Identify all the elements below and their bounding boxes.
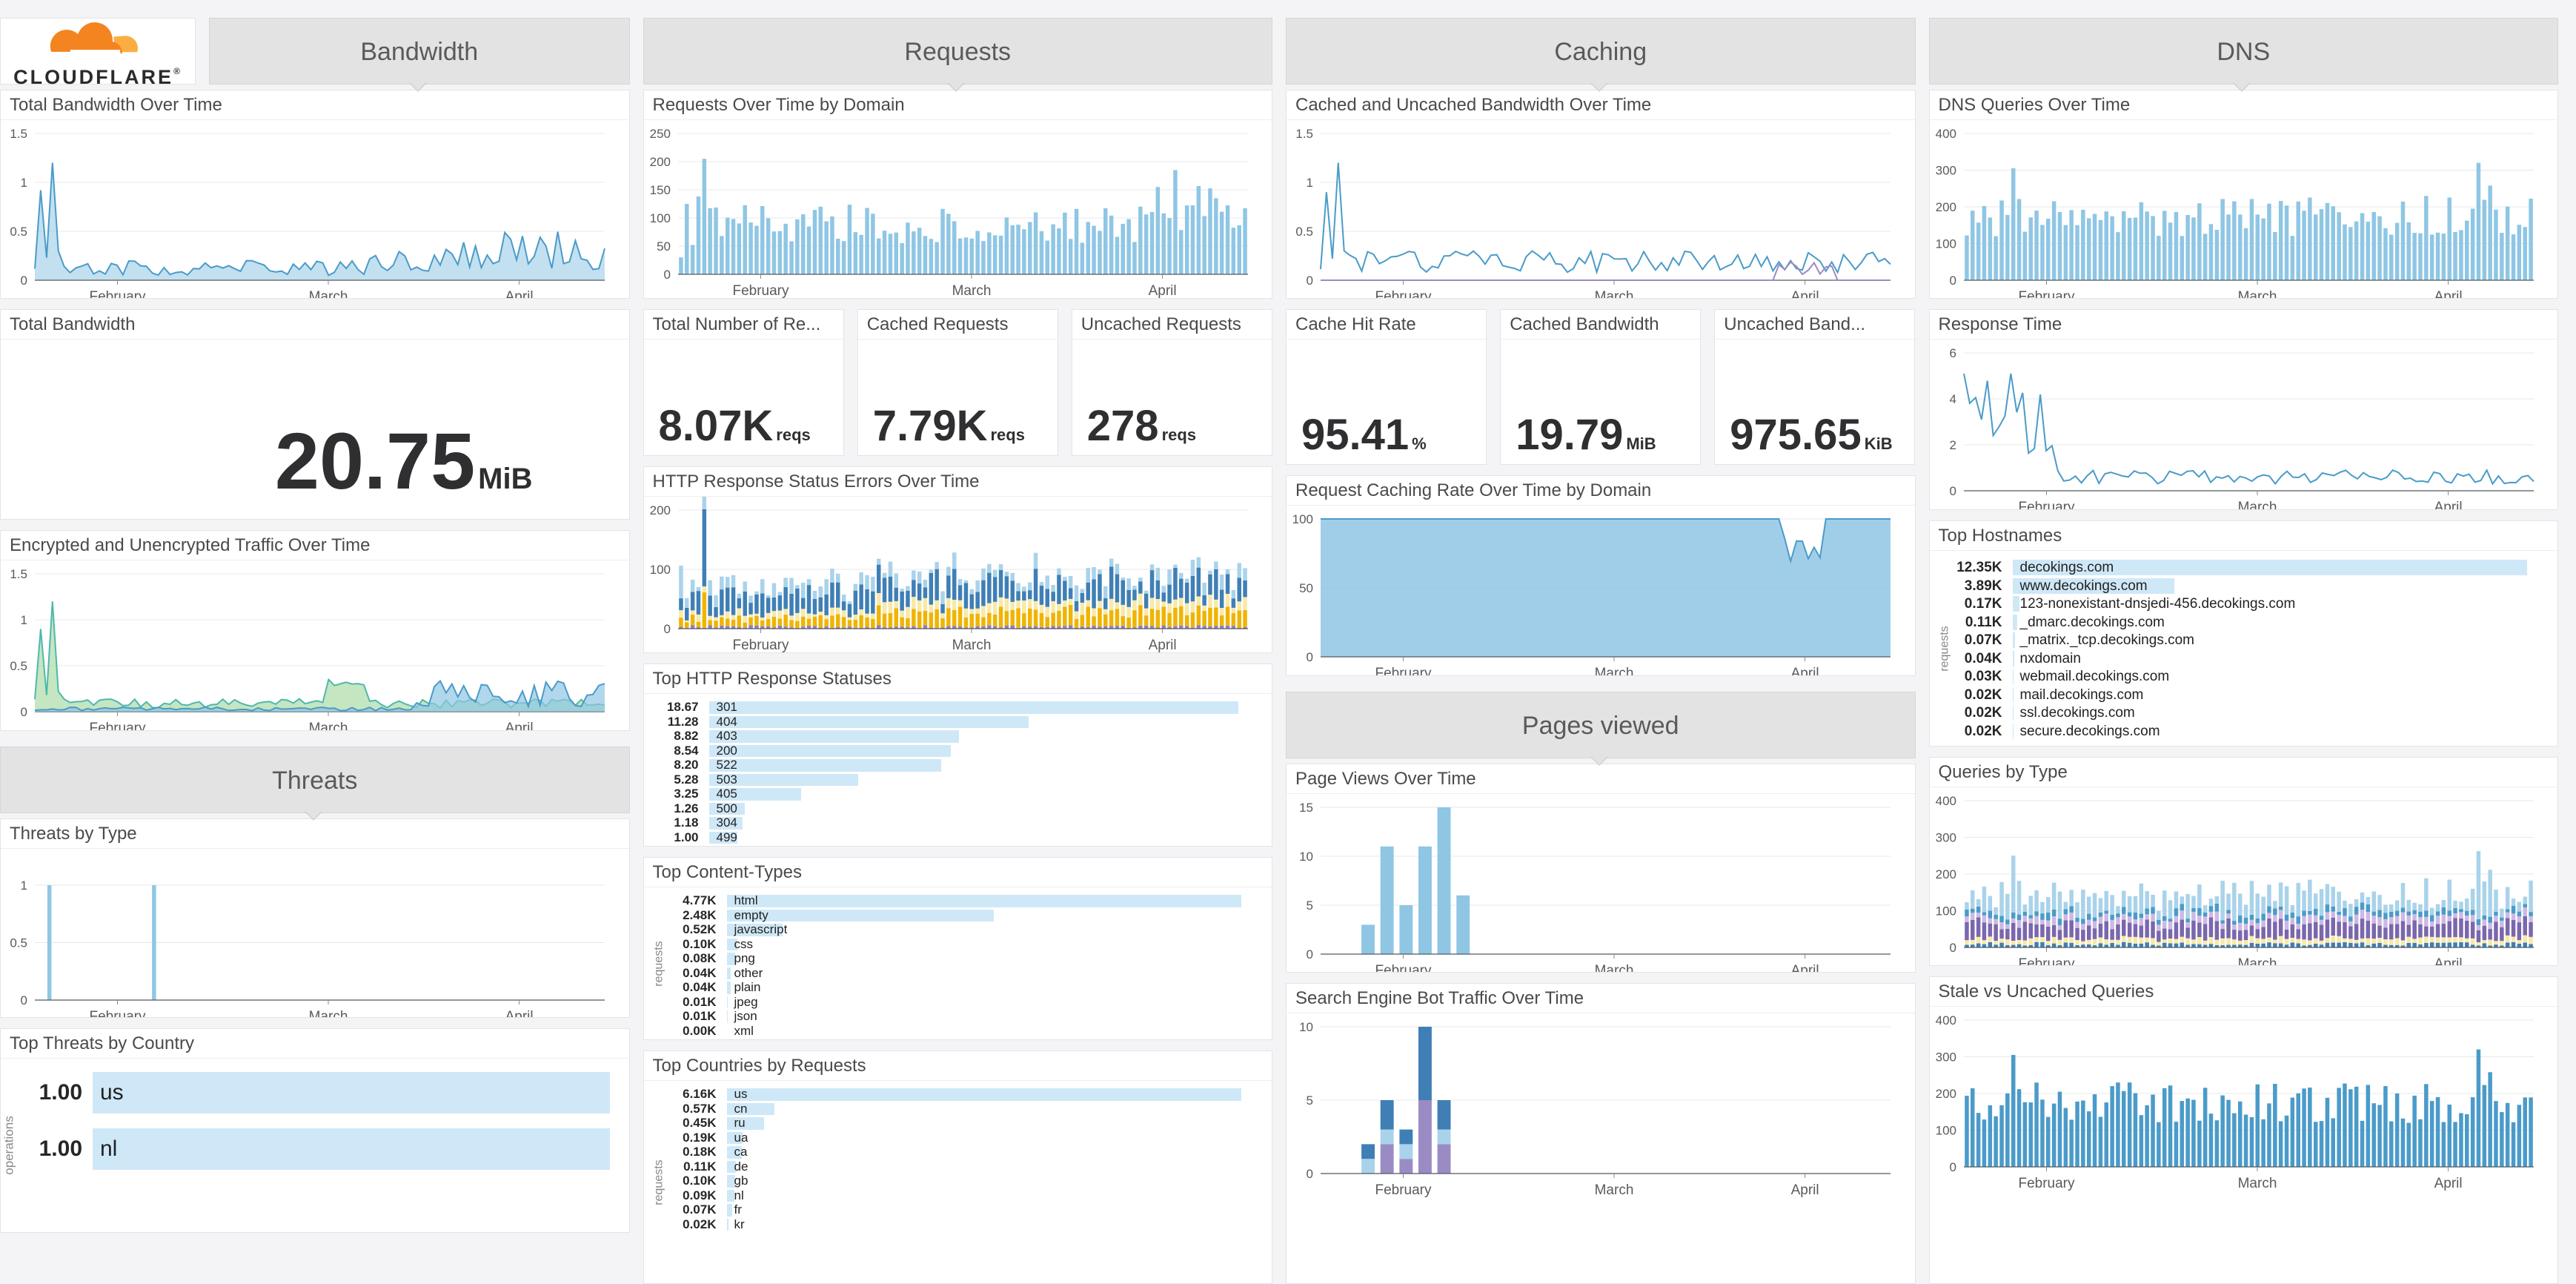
svg-text:February: February [1375,666,1432,675]
svg-text:February: February [1375,1182,1432,1198]
svg-text:March: March [2237,500,2277,509]
svg-text:April: April [1791,289,1819,298]
svg-text:0: 0 [663,622,670,636]
svg-text:2: 2 [1949,438,1956,452]
svg-text:1: 1 [21,878,27,893]
svg-text:1.5: 1.5 [10,567,27,581]
svg-text:4: 4 [1949,392,1956,406]
svg-text:0: 0 [1307,1167,1313,1181]
svg-text:March: March [309,721,348,730]
svg-text:April: April [2434,1176,2462,1191]
svg-text:March: March [1595,666,1634,675]
svg-text:0: 0 [1307,274,1313,288]
svg-text:April: April [505,1009,534,1017]
svg-text:0: 0 [21,705,27,719]
svg-text:0: 0 [663,268,670,282]
svg-text:100: 100 [1935,237,1956,251]
svg-text:5: 5 [1307,899,1313,913]
svg-text:0: 0 [1949,1160,1956,1174]
svg-text:200: 200 [1935,1087,1956,1101]
svg-text:150: 150 [649,183,670,197]
svg-text:March: March [952,283,991,298]
svg-text:100: 100 [1935,1124,1956,1138]
svg-text:March: March [309,1009,348,1017]
svg-text:1: 1 [21,176,27,190]
svg-text:50: 50 [657,239,671,254]
svg-text:400: 400 [1935,794,1956,808]
svg-text:300: 300 [1935,164,1956,178]
svg-text:April: April [1148,283,1176,298]
svg-text:March: March [1595,289,1634,298]
svg-text:50: 50 [1299,581,1313,595]
svg-text:300: 300 [1935,1050,1956,1065]
svg-text:April: April [505,721,534,730]
svg-text:400: 400 [1935,1013,1956,1027]
svg-text:1.5: 1.5 [10,127,27,141]
svg-text:March: March [952,638,991,652]
svg-text:February: February [89,721,146,730]
svg-text:April: April [505,289,534,298]
svg-text:100: 100 [1935,904,1956,919]
svg-text:April: April [1791,1182,1819,1198]
svg-text:February: February [89,289,146,298]
svg-text:April: April [1791,963,1819,972]
svg-text:200: 200 [649,155,670,169]
svg-text:February: February [1375,289,1432,298]
svg-text:February: February [2018,956,2075,965]
svg-text:15: 15 [1299,801,1313,815]
svg-text:0.5: 0.5 [10,225,27,239]
svg-text:February: February [1375,963,1432,972]
svg-text:March: March [1595,963,1634,972]
svg-text:March: March [309,289,348,298]
svg-text:200: 200 [649,503,670,517]
svg-text:0: 0 [1307,947,1313,962]
svg-text:100: 100 [649,563,670,577]
svg-text:April: April [2434,956,2462,965]
svg-text:February: February [732,638,789,652]
svg-text:250: 250 [649,127,670,141]
svg-text:100: 100 [1292,512,1313,526]
svg-text:0.5: 0.5 [1295,225,1313,239]
svg-text:0: 0 [21,993,27,1007]
svg-text:200: 200 [1935,200,1956,214]
svg-text:April: April [1148,638,1176,652]
svg-text:6: 6 [1949,346,1956,360]
svg-text:0: 0 [1949,941,1956,955]
svg-text:March: March [2237,1176,2277,1191]
svg-text:0: 0 [1949,274,1956,288]
svg-text:0: 0 [21,274,27,288]
svg-text:0.5: 0.5 [10,936,27,950]
svg-text:April: April [2434,500,2462,509]
svg-text:February: February [2018,500,2075,509]
svg-text:April: April [1791,666,1819,675]
svg-text:200: 200 [1935,867,1956,881]
svg-text:April: April [2434,289,2462,298]
svg-text:1.5: 1.5 [1295,127,1313,141]
svg-text:1: 1 [1307,176,1313,190]
svg-text:10: 10 [1299,850,1313,864]
svg-text:March: March [2237,956,2277,965]
svg-text:400: 400 [1935,127,1956,141]
svg-text:March: March [2237,289,2277,298]
svg-text:0.5: 0.5 [10,659,27,673]
svg-text:100: 100 [649,211,670,225]
svg-text:1: 1 [21,613,27,627]
svg-text:0: 0 [1949,484,1956,498]
svg-text:February: February [2018,289,2075,298]
svg-text:10: 10 [1299,1020,1313,1034]
svg-text:0: 0 [1307,650,1313,664]
svg-text:February: February [732,283,789,298]
svg-text:300: 300 [1935,831,1956,845]
svg-text:February: February [2018,1176,2075,1191]
svg-text:February: February [89,1009,146,1017]
svg-text:March: March [1595,1182,1634,1198]
svg-text:5: 5 [1307,1093,1313,1108]
